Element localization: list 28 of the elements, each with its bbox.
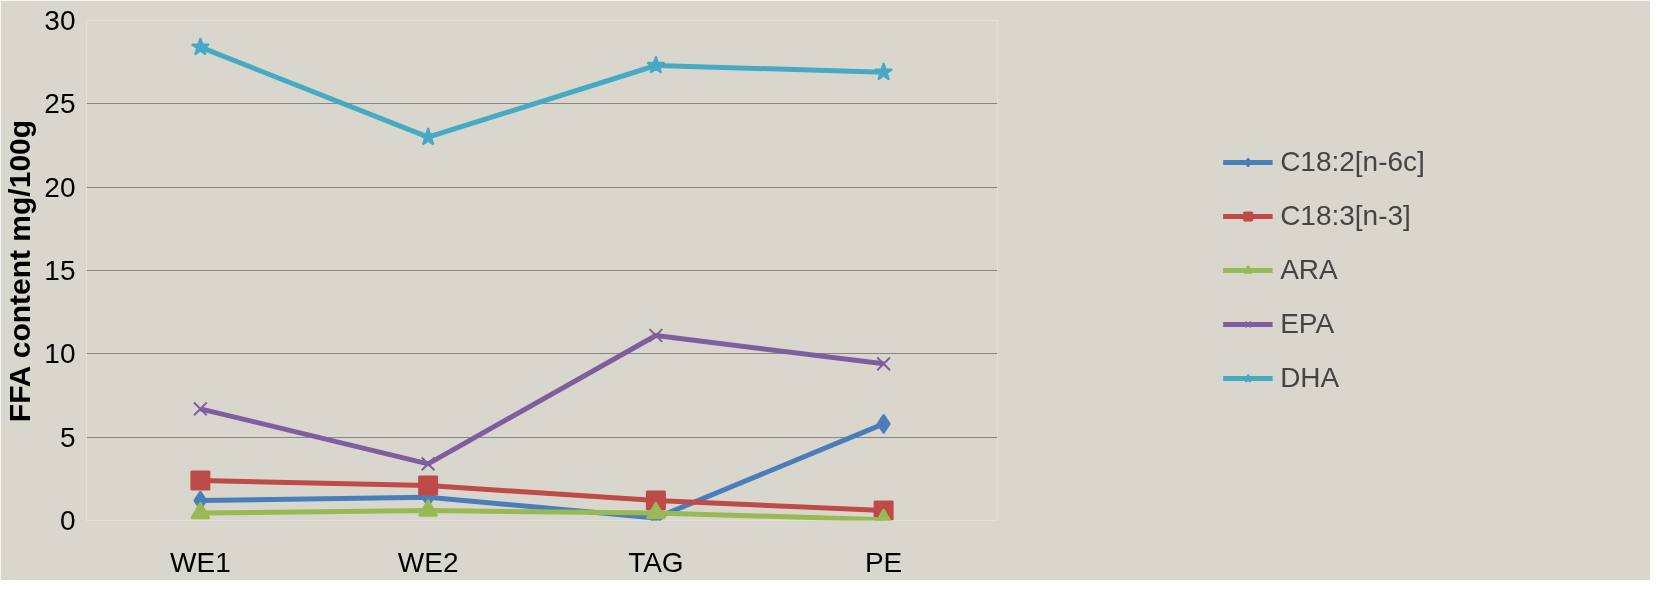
y-tick-label: 15: [44, 255, 76, 286]
point: [418, 475, 439, 496]
x-tick-label: PE: [864, 546, 903, 578]
legend-label: DHA: [1280, 362, 1340, 394]
point: [193, 401, 208, 417]
point: [420, 456, 436, 472]
y-tick-label: 20: [44, 171, 76, 203]
y-axis-title: FFA content mg/100g: [3, 119, 37, 423]
legend-label: C18:2[n-6c]: [1280, 146, 1425, 178]
x-tick-label: WE2: [397, 546, 459, 578]
point: [646, 55, 666, 74]
point: [874, 62, 894, 81]
x-tick-label: TAG: [628, 546, 684, 578]
point: [190, 37, 210, 56]
point: [648, 328, 664, 343]
y-tick-label: 10: [44, 338, 76, 370]
y-tick-label: 5: [59, 421, 76, 453]
point: [876, 413, 891, 434]
legend-label: EPA: [1280, 308, 1335, 340]
y-tick-label: 30: [44, 5, 76, 36]
point: [418, 127, 438, 146]
point: [190, 470, 211, 491]
y-tick-label: 25: [44, 88, 76, 120]
legend-label: ARA: [1280, 254, 1338, 286]
point: [876, 356, 891, 372]
x-tick-label: WE1: [170, 546, 231, 578]
y-tick-label: 0: [59, 505, 76, 536]
legend-label: C18:3[n-3]: [1280, 200, 1411, 232]
